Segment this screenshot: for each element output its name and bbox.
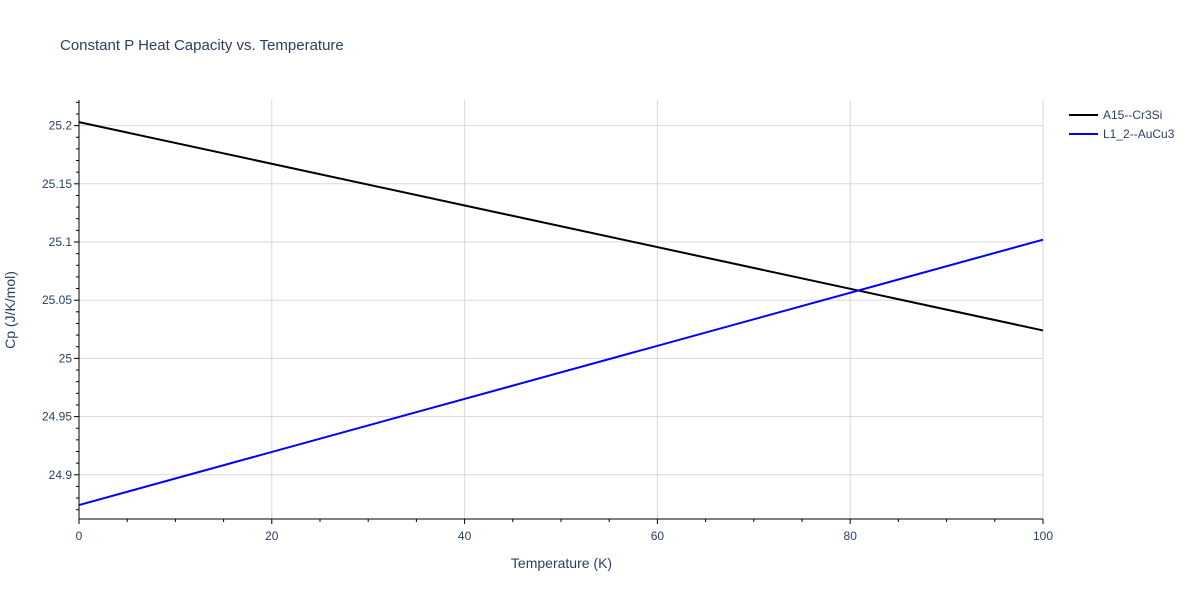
legend-item-0[interactable]: A15--Cr3Si bbox=[1069, 108, 1162, 122]
y-tick-label: 25.1 bbox=[49, 235, 73, 249]
y-tick-label: 25.05 bbox=[42, 293, 72, 307]
legend-label: L1_2--AuCu3 bbox=[1103, 127, 1175, 141]
legend-item-1[interactable]: L1_2--AuCu3 bbox=[1069, 127, 1175, 141]
legend[interactable]: A15--Cr3Si L1_2--AuCu3 bbox=[1069, 108, 1175, 141]
y-tick-label: 24.95 bbox=[42, 410, 72, 424]
legend-label: A15--Cr3Si bbox=[1103, 108, 1162, 122]
x-axis-title: Temperature (K) bbox=[511, 555, 612, 571]
x-tick-label: 80 bbox=[844, 529, 858, 543]
y-axis-title: Cp (J/K/mol) bbox=[2, 271, 18, 349]
y-tick-label: 25.15 bbox=[42, 177, 72, 191]
ticks: 0 20 40 60 80 100 24.9 24.95 25 25.05 25.1 25.15 25.… bbox=[42, 101, 1053, 543]
plot-area bbox=[78, 121, 1044, 506]
x-tick-label: 20 bbox=[265, 529, 279, 543]
grid bbox=[79, 100, 1044, 519]
series-line-0 bbox=[78, 121, 1044, 332]
x-tick-label: 100 bbox=[1033, 529, 1053, 543]
series-line-1 bbox=[78, 238, 1044, 506]
y-tick-label: 25 bbox=[59, 351, 73, 365]
y-tick-label: 24.9 bbox=[49, 468, 73, 482]
x-tick-label: 0 bbox=[76, 529, 83, 543]
x-tick-label: 60 bbox=[651, 529, 665, 543]
y-tick-label: 25.2 bbox=[49, 119, 73, 133]
axes bbox=[78, 100, 1043, 520]
x-tick-label: 40 bbox=[458, 529, 472, 543]
chart-title: Constant P Heat Capacity vs. Temperature bbox=[60, 37, 344, 54]
